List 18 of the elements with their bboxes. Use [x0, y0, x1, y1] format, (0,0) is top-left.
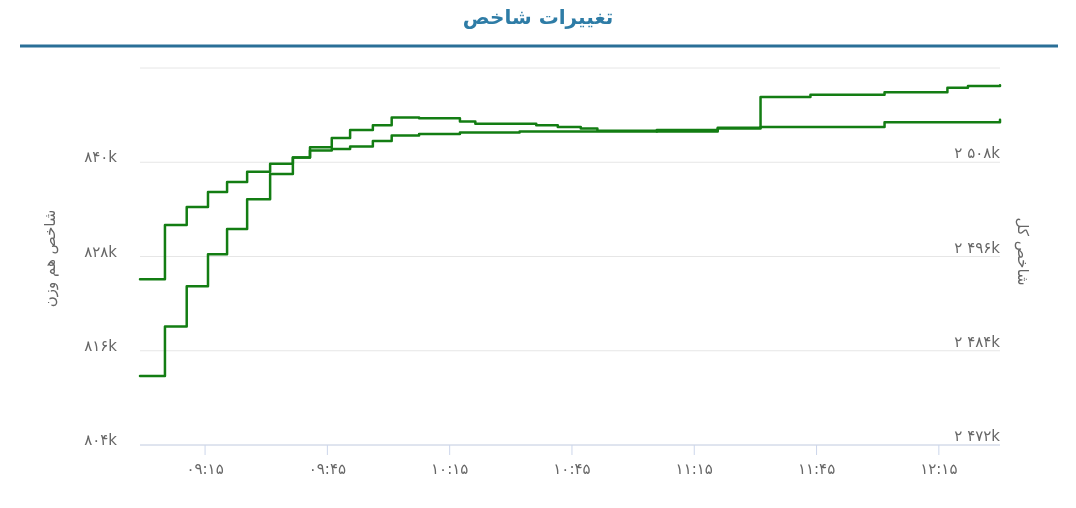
y2-tick-label: ۲ ۴۷۲k — [954, 427, 1001, 445]
y2-tick-label: ۲ ۵۰۸k — [954, 144, 1001, 163]
x-tick-label: ۰۹:۴۵ — [308, 460, 346, 478]
y-tick-label: ۸۱۶k — [84, 336, 118, 355]
x-tick-label: ۱۱:۱۵ — [675, 460, 713, 478]
x-tick-label: ۰۹:۱۵ — [186, 460, 224, 478]
chart-title: تغییرات شاخص — [462, 5, 614, 29]
x-tick-label: ۱۰:۱۵ — [431, 460, 469, 478]
x-tick-label: ۱۲:۱۵ — [920, 460, 958, 478]
y2-tick-label: ۲ ۴۹۶k — [954, 238, 1001, 257]
y2-tick-label: ۲ ۴۸۴k — [954, 332, 1001, 351]
x-tick-label: ۱۱:۴۵ — [797, 460, 836, 478]
x-tick-label: ۱۰:۴۵ — [553, 460, 591, 478]
y-tick-label: ۸۴۰k — [84, 148, 118, 167]
y-tick-label: ۸۲۸k — [84, 242, 118, 261]
y-axis-title: شاخص هم وزن — [41, 209, 59, 308]
y-tick-label: ۸۰۴k — [84, 431, 118, 449]
y2-axis-title: شاخص کل — [1014, 217, 1032, 286]
